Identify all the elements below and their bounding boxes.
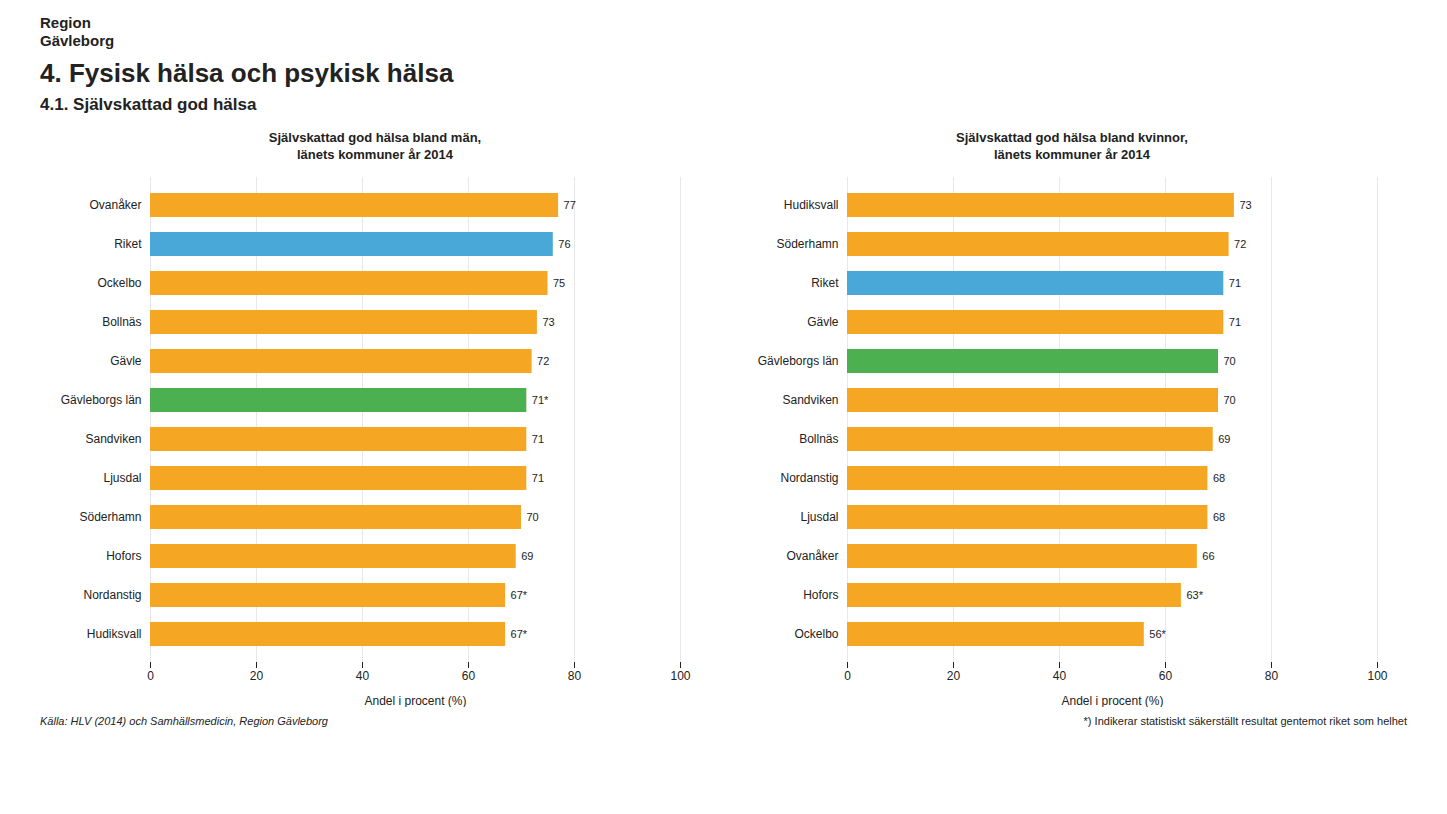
svg-text:60: 60 — [1159, 669, 1173, 683]
svg-text:71: 71 — [532, 472, 544, 484]
svg-text:80: 80 — [568, 669, 582, 683]
svg-text:77: 77 — [564, 199, 576, 211]
svg-text:100: 100 — [1367, 669, 1387, 683]
svg-text:Bollnäs: Bollnäs — [102, 315, 141, 329]
svg-text:Ljusdal: Ljusdal — [800, 510, 838, 524]
svg-text:69: 69 — [521, 550, 533, 562]
html-text:länets kommuner år 2014: länets kommuner år 2014 — [297, 147, 453, 162]
svg-text:69: 69 — [1218, 433, 1230, 445]
svg-text:Söderhamn: Söderhamn — [79, 510, 141, 524]
html-text:4. Fysisk hälsa och psykisk hä: 4. Fysisk hälsa och psykisk hälsa — [40, 58, 454, 88]
html-text:4.1. Självskattad god hälsa: 4.1. Självskattad god hälsa — [40, 95, 257, 114]
svg-text:Ockelbo: Ockelbo — [97, 276, 141, 290]
svg-text:70: 70 — [1224, 394, 1236, 406]
svg-text:73: 73 — [542, 316, 554, 328]
svg-text:70: 70 — [527, 511, 539, 523]
html-text:Självskattad god hälsa bland m: Självskattad god hälsa bland män, — [268, 130, 482, 145]
svg-text:76: 76 — [558, 238, 570, 250]
svg-text:71: 71 — [1229, 316, 1241, 328]
svg-text:Hofors: Hofors — [106, 549, 141, 563]
svg-text:Ovanåker: Ovanåker — [786, 549, 838, 563]
svg-text:Nordanstig: Nordanstig — [780, 471, 838, 485]
html-text:Region: Region — [40, 14, 91, 31]
html-text:*) Indikerar statistiskt säker: *) Indikerar statistiskt säkerställt res… — [1083, 715, 1407, 727]
svg-text:40: 40 — [1053, 669, 1067, 683]
svg-text:68: 68 — [1213, 472, 1225, 484]
svg-text:0: 0 — [147, 669, 154, 683]
svg-text:Gävle: Gävle — [110, 354, 142, 368]
svg-text:Söderhamn: Söderhamn — [776, 237, 838, 251]
svg-text:67*: 67* — [511, 628, 528, 640]
html-text:länets kommuner år 2014: länets kommuner år 2014 — [994, 147, 1150, 162]
svg-text:63*: 63* — [1186, 589, 1203, 601]
svg-text:Gävleborgs län: Gävleborgs län — [61, 393, 142, 407]
svg-text:66: 66 — [1202, 550, 1214, 562]
svg-text:Nordanstig: Nordanstig — [83, 588, 141, 602]
svg-text:68: 68 — [1213, 511, 1225, 523]
svg-text:Hudiksvall: Hudiksvall — [87, 627, 142, 641]
svg-text:Hudiksvall: Hudiksvall — [784, 198, 839, 212]
svg-text:72: 72 — [537, 355, 549, 367]
html-text:Gävleborg: Gävleborg — [40, 32, 115, 49]
svg-text:Ljusdal: Ljusdal — [103, 471, 141, 485]
svg-text:Gävleborgs län: Gävleborgs län — [758, 354, 839, 368]
svg-text:20: 20 — [250, 669, 264, 683]
svg-text:70: 70 — [1224, 355, 1236, 367]
svg-text:56*: 56* — [1149, 628, 1166, 640]
svg-text:100: 100 — [670, 669, 690, 683]
svg-text:0: 0 — [844, 669, 851, 683]
svg-text:Gävle: Gävle — [807, 315, 839, 329]
svg-text:71: 71 — [532, 433, 544, 445]
svg-text:Riket: Riket — [811, 276, 839, 290]
svg-text:75: 75 — [553, 277, 565, 289]
svg-text:Bollnäs: Bollnäs — [799, 432, 838, 446]
svg-text:Hofors: Hofors — [803, 588, 838, 602]
html-text:Självskattad god hälsa bland k: Självskattad god hälsa bland kvinnor, — [956, 130, 1188, 145]
svg-text:80: 80 — [1265, 669, 1279, 683]
svg-text:Andel i procent (%): Andel i procent (%) — [1061, 694, 1163, 708]
svg-text:Riket: Riket — [114, 237, 142, 251]
svg-text:71*: 71* — [532, 394, 549, 406]
svg-text:Sandviken: Sandviken — [85, 432, 141, 446]
svg-text:72: 72 — [1234, 238, 1246, 250]
svg-text:73: 73 — [1239, 199, 1251, 211]
svg-text:71: 71 — [1229, 277, 1241, 289]
svg-text:Ockelbo: Ockelbo — [794, 627, 838, 641]
svg-text:Andel i procent (%): Andel i procent (%) — [364, 694, 466, 708]
svg-text:67*: 67* — [511, 589, 528, 601]
svg-text:Ovanåker: Ovanåker — [89, 198, 141, 212]
svg-text:Sandviken: Sandviken — [782, 393, 838, 407]
svg-text:40: 40 — [356, 669, 370, 683]
html-text:Källa: HLV (2014) och Samhälls: Källa: HLV (2014) och Samhällsmedicin, R… — [40, 715, 328, 727]
svg-text:20: 20 — [947, 669, 961, 683]
svg-text:60: 60 — [462, 669, 476, 683]
